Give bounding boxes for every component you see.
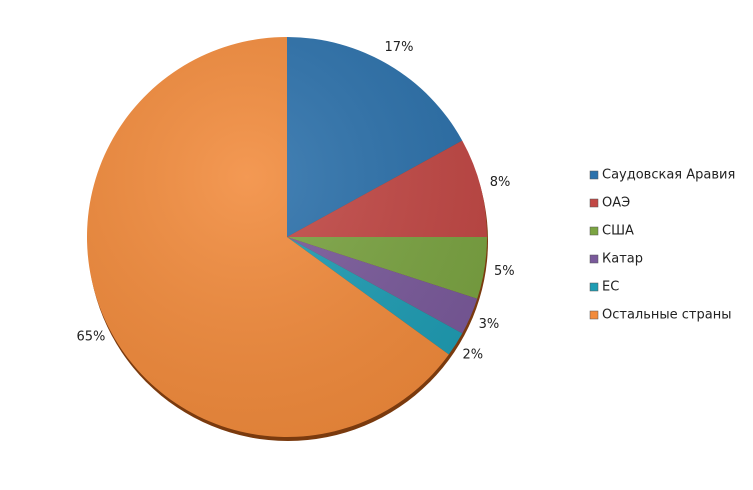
data-label: 5% (494, 264, 515, 279)
legend-label: Остальные страны (602, 308, 732, 323)
data-label: 17% (385, 40, 414, 55)
legend-label: США (602, 224, 634, 239)
data-label: 3% (479, 317, 500, 332)
data-label: 8% (490, 175, 511, 190)
pie (86, 37, 487, 437)
legend-marker (589, 310, 599, 320)
legend-label: ОАЭ (602, 196, 630, 211)
legend-marker (589, 170, 599, 180)
legend-marker (589, 226, 599, 236)
legend-marker (589, 254, 599, 264)
legend-label: ЕС (602, 280, 619, 295)
data-label: 65% (77, 329, 106, 344)
legend-label: Катар (602, 252, 643, 267)
legend-marker (589, 198, 599, 208)
data-label: 2% (462, 347, 483, 362)
legend-label: Саудовская Аравия (602, 168, 735, 183)
legend-marker (589, 282, 599, 292)
